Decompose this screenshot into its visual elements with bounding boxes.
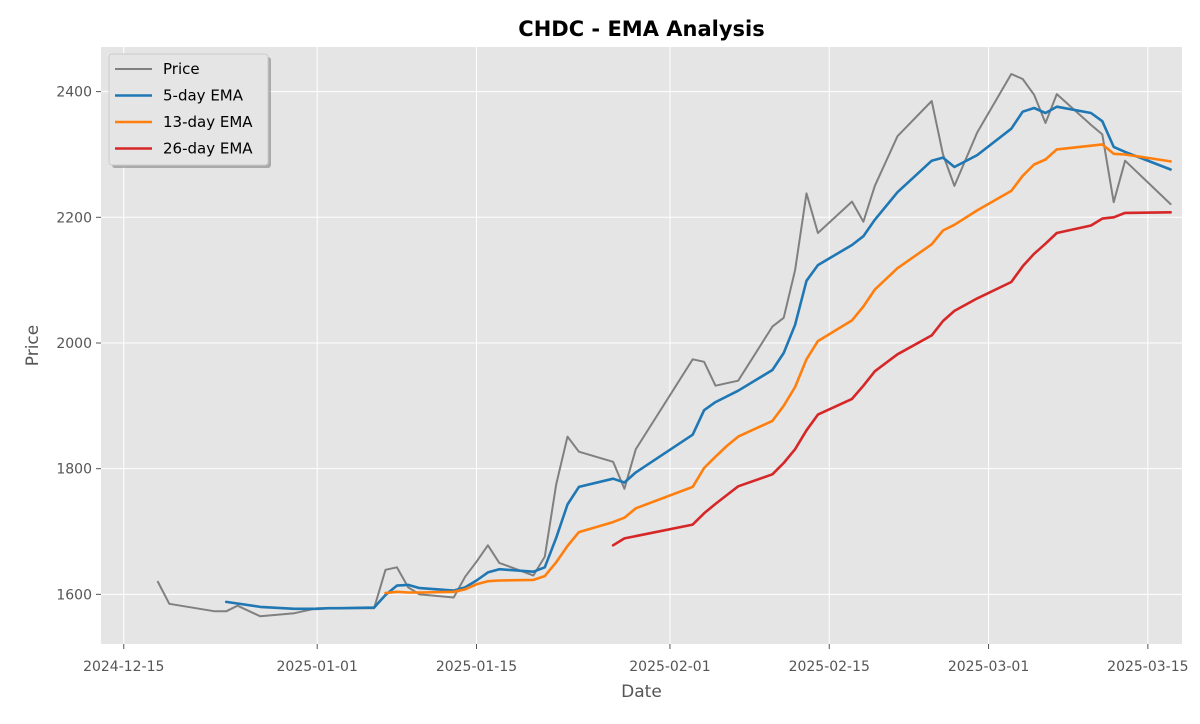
x-tick-label: 2025-01-15	[436, 659, 517, 675]
legend-label-13-day-ema: 13-day EMA	[163, 113, 253, 131]
legend-label-5-day-ema: 5-day EMA	[163, 87, 244, 105]
x-tick-label: 2024-12-15	[83, 659, 164, 675]
chart-title: CHDC - EMA Analysis	[518, 17, 764, 41]
x-tick-label: 2025-02-01	[629, 659, 710, 675]
chart-legend: Price 5-day EMA 13-day EMA 26-day EMA	[108, 53, 271, 168]
legend-box	[108, 53, 269, 166]
series-line-26-day-ema	[611, 211, 1172, 547]
y-tick-label: 1600	[56, 587, 92, 603]
y-axis-label: Price	[23, 325, 43, 366]
x-tick-label: 2025-03-15	[1107, 659, 1188, 675]
axis-ticks: 2024-12-15 2025-01-01 2025-01-15 2025-02-01…	[56, 85, 1188, 675]
y-tick-label: 1800	[56, 462, 92, 478]
x-tick-label: 2025-02-15	[789, 659, 870, 675]
series-line-13-day-ema	[384, 143, 1172, 595]
y-tick-label: 2000	[56, 336, 92, 352]
y-tick-label: 2400	[56, 85, 92, 101]
plot-area	[101, 47, 1182, 644]
x-axis-label: Date	[621, 682, 662, 702]
series-line-5-day-ema	[224, 105, 1172, 611]
y-tick-label: 2200	[56, 210, 92, 226]
x-tick-label: 2025-03-01	[948, 659, 1029, 675]
legend-label-26-day-ema: 26-day EMA	[163, 140, 253, 158]
legend-items: Price 5-day EMA 13-day EMA 26-day EMA	[115, 60, 253, 158]
legend-label-price: Price	[163, 60, 200, 78]
x-tick-label: 2025-01-01	[277, 659, 358, 675]
series-lines	[156, 73, 1172, 618]
